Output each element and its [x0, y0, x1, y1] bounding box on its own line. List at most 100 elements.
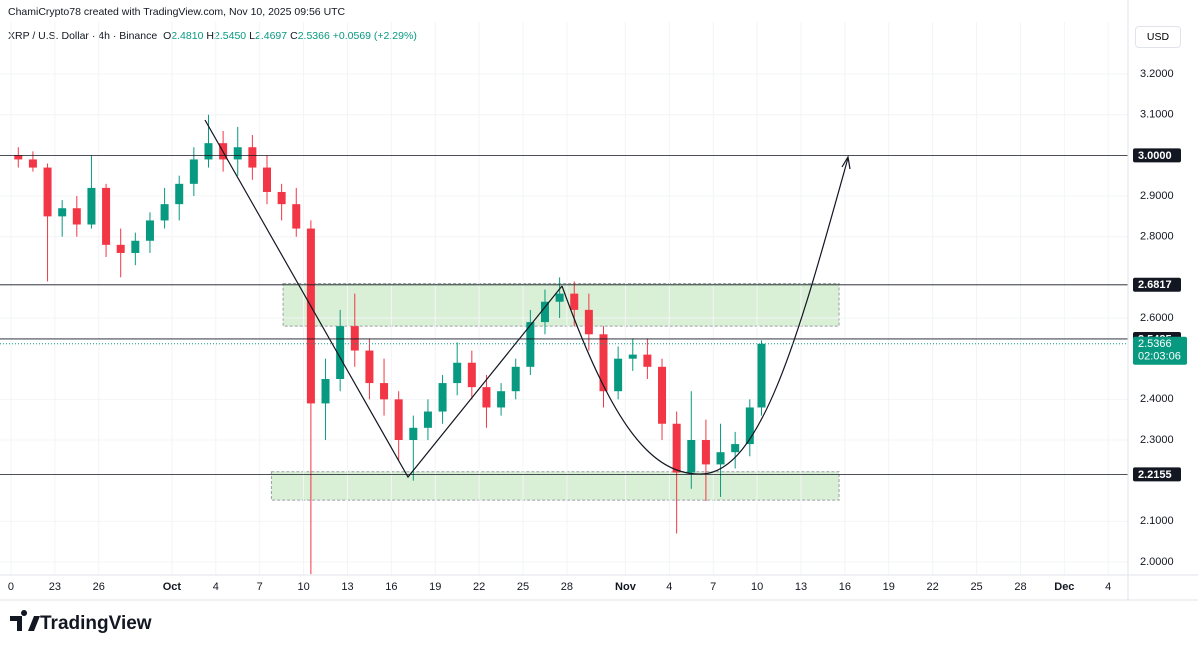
x-tick-label: 4 [666, 581, 672, 593]
x-tick-label: 4 [1105, 581, 1111, 593]
x-tick-label: 26 [93, 581, 105, 593]
candle-body [321, 379, 330, 404]
x-tick-label: 19 [429, 581, 441, 593]
candle-body [160, 204, 169, 221]
ohlc-value: 2.5450 [214, 30, 247, 42]
logo-icon [10, 610, 40, 631]
x-tick-label: 19 [883, 581, 895, 593]
y-tick-label: 2.4000 [1140, 393, 1174, 405]
candle-body [277, 191, 286, 205]
countdown: 02:03:06 [1138, 351, 1181, 363]
candle-body [102, 187, 111, 245]
candle-body [28, 159, 37, 168]
x-tick-label: 28 [561, 581, 573, 593]
x-tick-label: Nov [615, 581, 637, 593]
x-tick-label: Oct [163, 581, 182, 593]
candle-body [757, 343, 766, 408]
x-tick-label: 25 [970, 581, 982, 593]
y-tick-label: 2.3000 [1140, 434, 1174, 446]
candle-body [116, 244, 125, 253]
x-tick-label: 13 [795, 581, 807, 593]
ohlc-key: H [206, 30, 215, 42]
y-tick-label: 3.1000 [1140, 109, 1174, 121]
w-pattern-line [204, 119, 563, 479]
candle-body [628, 354, 637, 359]
level-label-bg [1133, 467, 1181, 482]
x-tick-label: 25 [517, 581, 529, 593]
level-label: 3.0000 [1138, 150, 1172, 162]
x-tick-label: 28 [1014, 581, 1026, 593]
currency-button[interactable]: USD [1135, 26, 1181, 48]
candle-body [731, 444, 740, 453]
candle-body [14, 155, 23, 160]
y-tick-label: 2.9000 [1140, 190, 1174, 202]
level-label: 2.6817 [1138, 279, 1172, 291]
y-tick-label: 2.1000 [1140, 515, 1174, 527]
level-label-bg [1133, 277, 1181, 292]
candle-body [555, 293, 564, 302]
x-tick-label: 16 [385, 581, 397, 593]
x-tick-label: 23 [49, 581, 61, 593]
x-tick-label: 10 [751, 581, 763, 593]
x-tick-label: 0 [8, 581, 14, 593]
candle-body [540, 301, 549, 323]
last-price-bg [1133, 336, 1187, 365]
candle-body [233, 147, 242, 160]
candle-body [614, 358, 623, 392]
candle-body [394, 399, 403, 441]
ohlc-key: C [290, 30, 298, 42]
candle-body [526, 322, 535, 367]
candle-body [145, 220, 154, 241]
x-tick-label: Dec [1054, 581, 1074, 593]
candle-body [570, 293, 579, 310]
candle-body [687, 440, 696, 473]
candle-body [716, 452, 725, 465]
x-tick-label: 7 [710, 581, 716, 593]
candle-body [189, 159, 198, 184]
candle-body [306, 228, 315, 404]
level-label-bg [1133, 148, 1181, 163]
last-price-label: 2.5366 [1138, 338, 1172, 350]
candle-body [438, 383, 447, 412]
zone [270, 471, 840, 501]
credit: ChamiCrypto78 created with TradingView.c… [8, 6, 346, 18]
candle-body [204, 143, 213, 160]
candle-body [745, 407, 754, 445]
candle-body [72, 208, 81, 225]
candle-body [131, 240, 140, 253]
ohlc-value: 2.4810 [171, 30, 204, 42]
candle-body [672, 423, 681, 473]
x-tick-label: 10 [297, 581, 309, 593]
symbol: XRP / U.S. Dollar · 4h · Binance [8, 30, 158, 42]
zone [282, 282, 840, 327]
candle-body [643, 354, 652, 367]
candle-body [453, 362, 462, 384]
y-tick-label: 3.2000 [1140, 68, 1174, 80]
ohlc-key: L [249, 30, 255, 42]
candle-body [365, 350, 374, 384]
candle-body [584, 309, 593, 335]
candle-body [43, 167, 52, 217]
candle-body [511, 366, 520, 392]
candle-body [58, 208, 67, 217]
x-tick-label: 22 [927, 581, 939, 593]
candle-body [599, 334, 608, 392]
candle-body [336, 326, 345, 380]
candle-body [482, 387, 491, 408]
brand-name: TradingView [40, 613, 152, 634]
candle-body [350, 326, 359, 351]
y-tick-label: 2.6000 [1140, 312, 1174, 324]
candle-body [497, 391, 506, 408]
candle-body [658, 366, 667, 424]
x-tick-label: 13 [341, 581, 353, 593]
y-tick-label: 2.0000 [1140, 556, 1174, 568]
cup-projection [561, 157, 849, 475]
candle-body [248, 147, 257, 168]
ohlc: O2.4810 H2.5450 L2.4697 C2.5366 [160, 30, 330, 42]
change: +0.0569 (+2.29%) [332, 30, 417, 42]
candle-body [175, 183, 184, 205]
candle-body [263, 167, 272, 192]
candle-body [467, 362, 476, 388]
candle-body [380, 383, 389, 400]
